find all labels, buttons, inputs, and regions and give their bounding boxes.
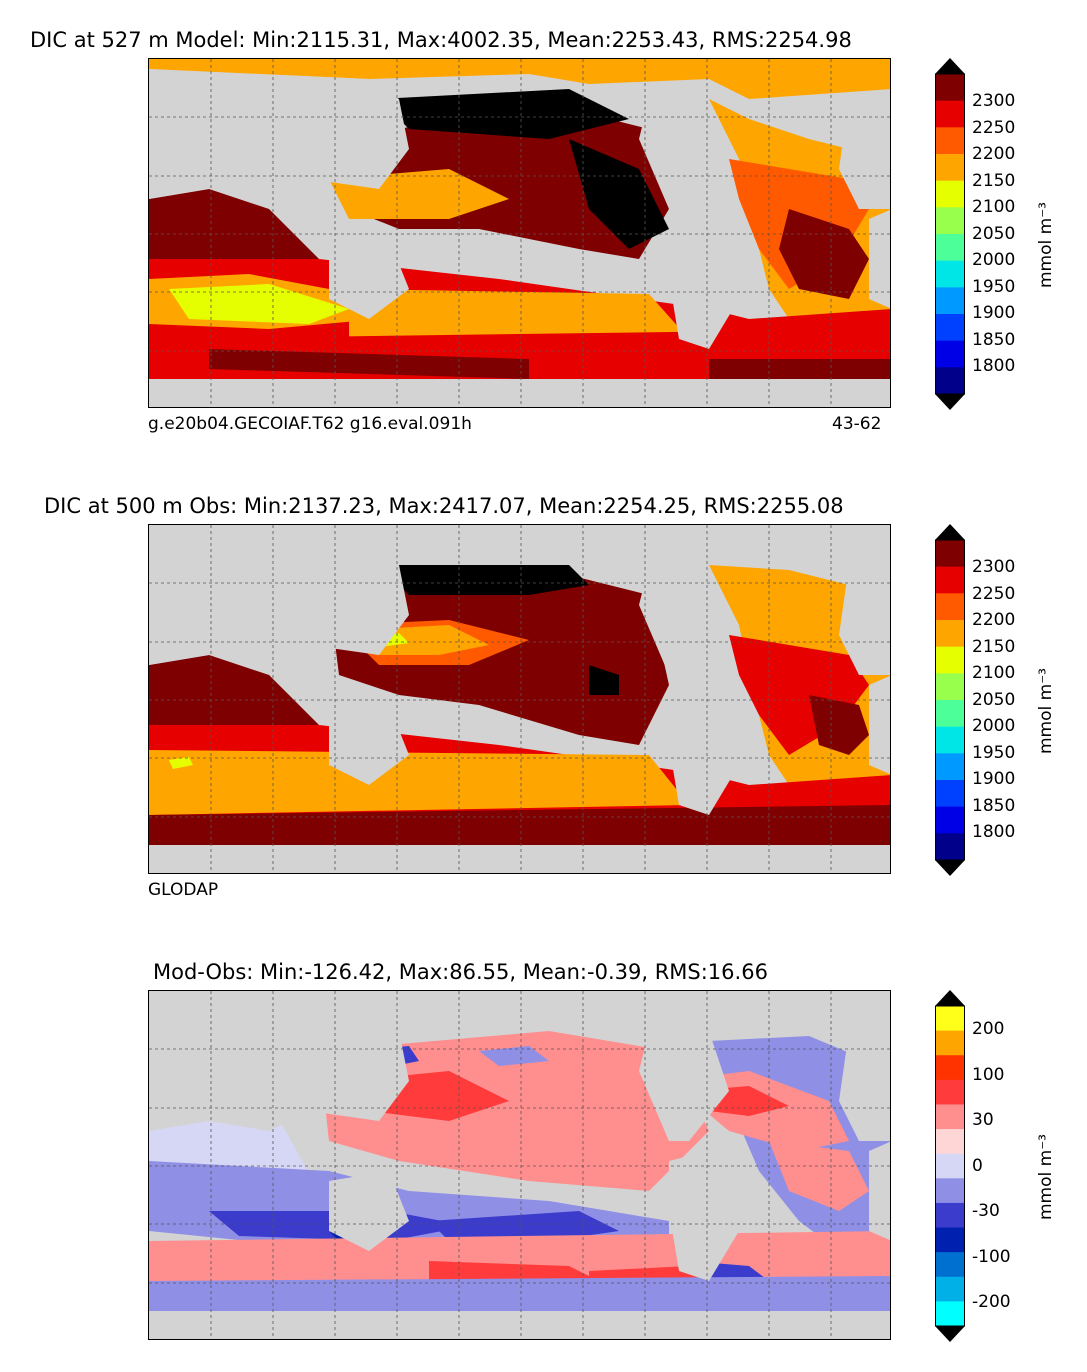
- panel-1-tick: 2200: [972, 144, 1016, 164]
- colorbar-over-triangle: [935, 990, 965, 1006]
- panel-1-tick: 1950: [972, 277, 1016, 297]
- panel-1-tick: 1850: [972, 330, 1016, 350]
- panel-1-caption-left: g.e20b04.GECOIAF.T62 g16.eval.091h: [148, 414, 472, 434]
- panel-2-title: DIC at 500 m Obs: Min:2137.23, Max:2417.…: [44, 494, 844, 518]
- colorbar-segment: [935, 566, 965, 594]
- colorbar-segment: [935, 753, 965, 781]
- panel-2-tick: 1900: [972, 769, 1016, 789]
- panel-3-tick: 200: [972, 1019, 1005, 1039]
- panel-3-tick: 30: [972, 1110, 994, 1130]
- panel-2-map: [148, 524, 891, 874]
- colorbar-segment: [935, 74, 965, 102]
- panel-3-title: Mod-Obs: Min:-126.42, Max:86.55, Mean:-0…: [153, 960, 768, 984]
- colorbar-segment: [935, 1178, 965, 1204]
- colorbar-over-triangle: [935, 524, 965, 540]
- colorbar-segment: [935, 287, 965, 315]
- panel-1-tick: 2000: [972, 250, 1016, 270]
- panel-2-tick: 2300: [972, 557, 1016, 577]
- colorbar-under-triangle: [935, 1326, 965, 1342]
- colorbar-over-triangle: [935, 58, 965, 74]
- panel-2-tick: 1950: [972, 743, 1016, 763]
- panel-1-tick: 1900: [972, 303, 1016, 323]
- colorbar-outline: [935, 539, 965, 861]
- colorbar-outline: [935, 73, 965, 395]
- panel-1-tick: 2300: [972, 91, 1016, 111]
- panel-3-tick: -30: [972, 1201, 1000, 1221]
- colorbar-segment: [935, 314, 965, 342]
- panel-1-caption-right: 43-62: [832, 414, 882, 434]
- colorbar-segment: [935, 234, 965, 262]
- panel-1-colorbar-unit: mmol m⁻³: [1036, 202, 1056, 288]
- colorbar-segment: [935, 646, 965, 674]
- colorbar-segment: [935, 1030, 965, 1056]
- colorbar-segment: [935, 180, 965, 208]
- colorbar-segment: [935, 593, 965, 621]
- panel-1-tick: 2100: [972, 197, 1016, 217]
- panel-3-map: [148, 990, 891, 1340]
- panel-1-tick: 1800: [972, 356, 1016, 376]
- panel-3-tick: 0: [972, 1156, 983, 1176]
- colorbar-segment: [935, 540, 965, 568]
- colorbar-segment: [935, 700, 965, 728]
- panel-2-tick: 2150: [972, 637, 1016, 657]
- panel-3-tick: -200: [972, 1292, 1011, 1312]
- panel-2-tick: 2050: [972, 690, 1016, 710]
- colorbar-segment: [935, 1227, 965, 1253]
- colorbar-segment: [935, 127, 965, 155]
- panel-2-tick: 2000: [972, 716, 1016, 736]
- panel-2-colorbar-unit: mmol m⁻³: [1036, 668, 1056, 754]
- colorbar-segment: [935, 1153, 965, 1179]
- colorbar-segment: [935, 154, 965, 182]
- colorbar-segment: [935, 367, 965, 395]
- colorbar-segment: [935, 726, 965, 754]
- colorbar-segment: [935, 833, 965, 861]
- colorbar-segment: [935, 1104, 965, 1130]
- colorbar-segment: [935, 1202, 965, 1229]
- panel-3-tick: -100: [972, 1247, 1011, 1267]
- panel-3-colorbar: [935, 990, 965, 1342]
- colorbar-segment: [935, 673, 965, 701]
- colorbar-segment: [935, 780, 965, 808]
- colorbar-segment: [935, 620, 965, 648]
- colorbar-under-triangle: [935, 394, 965, 410]
- panel-3-colorbar-unit: mmol m⁻³: [1036, 1134, 1056, 1220]
- colorbar-segment: [935, 1276, 965, 1302]
- colorbar-segment: [935, 100, 965, 128]
- panel-1-tick: 2050: [972, 224, 1016, 244]
- panel-1-tick: 2150: [972, 171, 1016, 191]
- panel-1-colorbar: [935, 58, 965, 410]
- panel-1-tick: 2250: [972, 118, 1016, 138]
- colorbar-outline: [935, 1005, 965, 1327]
- colorbar-segment: [935, 1006, 965, 1032]
- panel-1-map: [148, 58, 891, 408]
- panel-2-tick: 2250: [972, 584, 1016, 604]
- colorbar-segment: [935, 1301, 965, 1327]
- colorbar-segment: [935, 1079, 965, 1105]
- colorbar-segment: [935, 806, 965, 834]
- panel-3-tick: 100: [972, 1065, 1005, 1085]
- colorbar-segment: [935, 1129, 965, 1155]
- panel-2-colorbar: [935, 524, 965, 876]
- colorbar-segment: [935, 1252, 965, 1278]
- colorbar-segment: [935, 207, 965, 235]
- panel-1-title: DIC at 527 m Model: Min:2115.31, Max:400…: [30, 28, 852, 52]
- colorbar-segment: [935, 1055, 965, 1081]
- colorbar-under-triangle: [935, 860, 965, 876]
- colorbar-segment: [935, 340, 965, 368]
- panel-2-tick: 2100: [972, 663, 1016, 683]
- panel-2-caption-left: GLODAP: [148, 880, 219, 900]
- panel-2-tick: 2200: [972, 610, 1016, 630]
- panel-2-tick: 1850: [972, 796, 1016, 816]
- colorbar-segment: [935, 260, 965, 288]
- panel-2-tick: 1800: [972, 822, 1016, 842]
